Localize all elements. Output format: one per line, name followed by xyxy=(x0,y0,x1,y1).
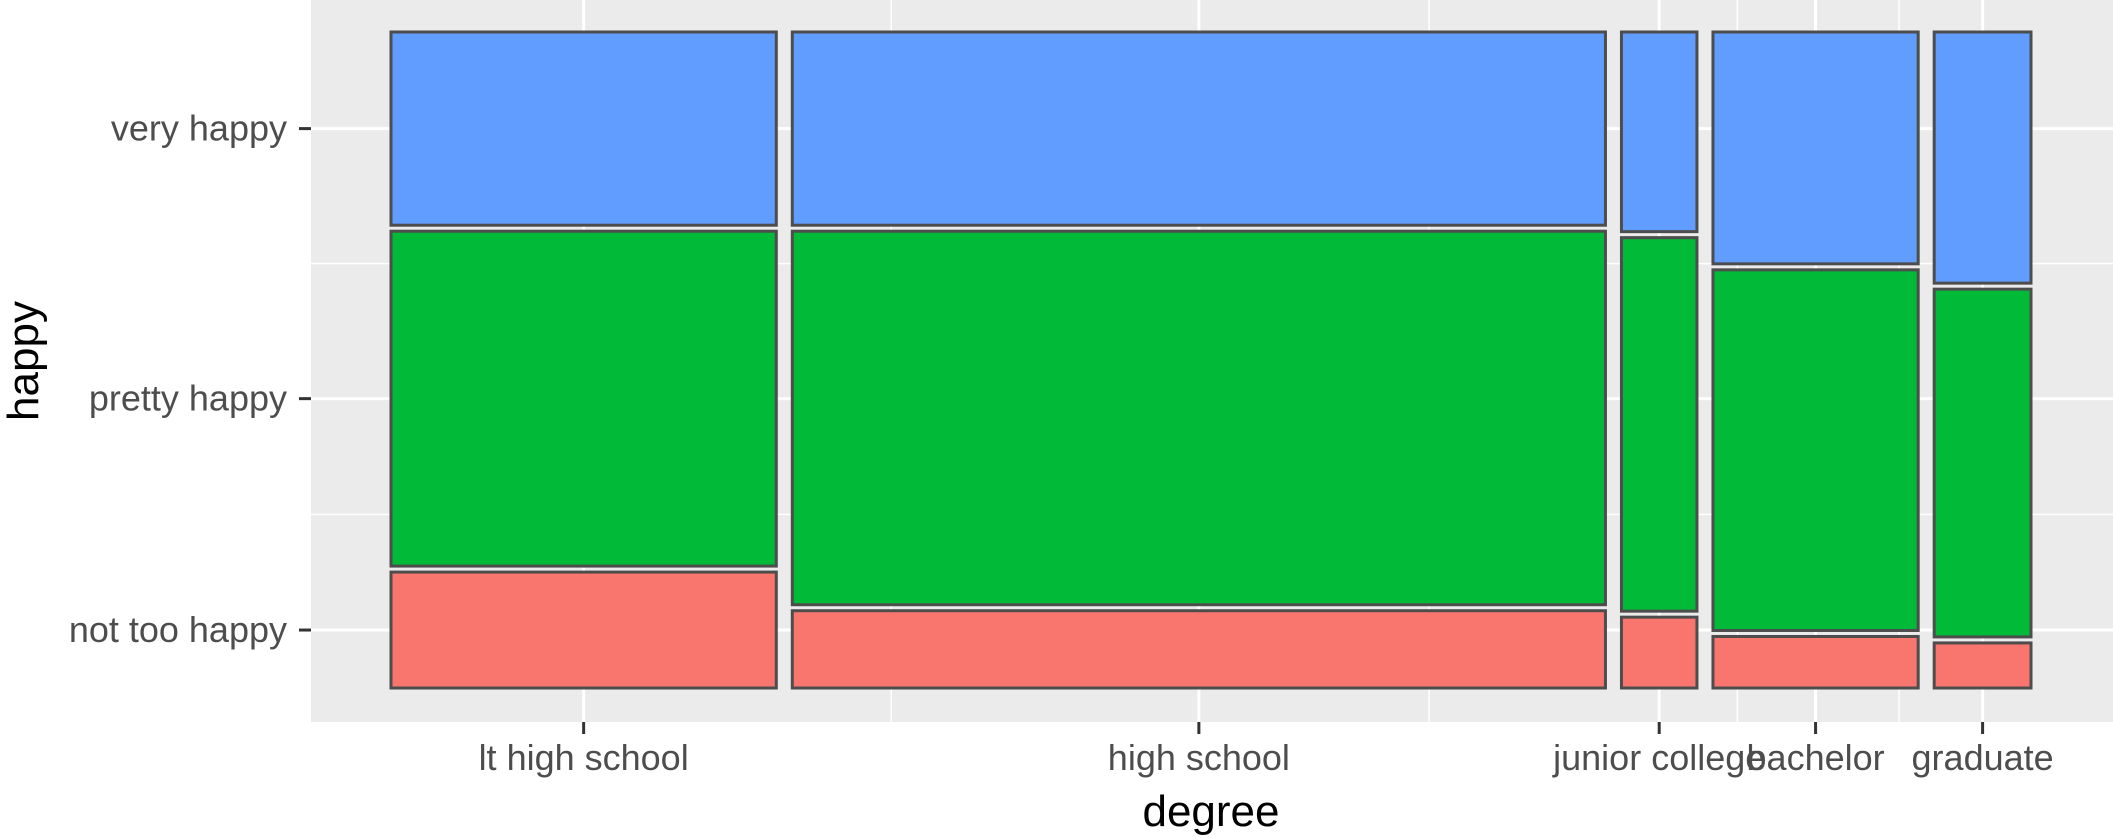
tile-high-school-not-too-happy xyxy=(790,609,1607,690)
mosaic-tiles xyxy=(389,30,2033,690)
tile-high-school-very-happy xyxy=(790,30,1607,227)
tile-junior-college-not-too-happy xyxy=(1619,615,1699,690)
x-axis-title: degree xyxy=(1142,787,1279,836)
tile-bachelor-very-happy xyxy=(1711,30,1920,266)
y-tick-label: pretty happy xyxy=(89,378,287,419)
tile-junior-college-very-happy xyxy=(1619,30,1699,234)
tile-graduate-not-too-happy xyxy=(1932,641,2033,690)
x-tick-label: lt high school xyxy=(479,737,689,778)
tile-high-school-pretty-happy xyxy=(790,229,1607,607)
tile-bachelor-pretty-happy xyxy=(1711,268,1920,632)
x-tick-label: high school xyxy=(1108,737,1290,778)
tile-bachelor-not-too-happy xyxy=(1711,634,1920,690)
x-tick-label: bachelor xyxy=(1747,737,1885,778)
tile-junior-college-pretty-happy xyxy=(1619,236,1699,613)
x-tick-label: junior college xyxy=(1552,737,1765,778)
tile-lt-high-school-very-happy xyxy=(389,30,778,227)
y-tick-label: very happy xyxy=(111,108,287,149)
tile-graduate-very-happy xyxy=(1932,30,2033,285)
x-tick-label: graduate xyxy=(1912,737,2054,778)
tile-graduate-pretty-happy xyxy=(1932,287,2033,639)
tile-lt-high-school-pretty-happy xyxy=(389,229,778,568)
y-tick-label: not too happy xyxy=(69,609,287,650)
y-axis: not too happy pretty happy very happy xyxy=(69,108,311,650)
tile-lt-high-school-not-too-happy xyxy=(389,570,778,690)
y-axis-title: happy xyxy=(0,301,48,421)
x-axis: lt high school high school junior collegeb… xyxy=(479,722,2054,778)
